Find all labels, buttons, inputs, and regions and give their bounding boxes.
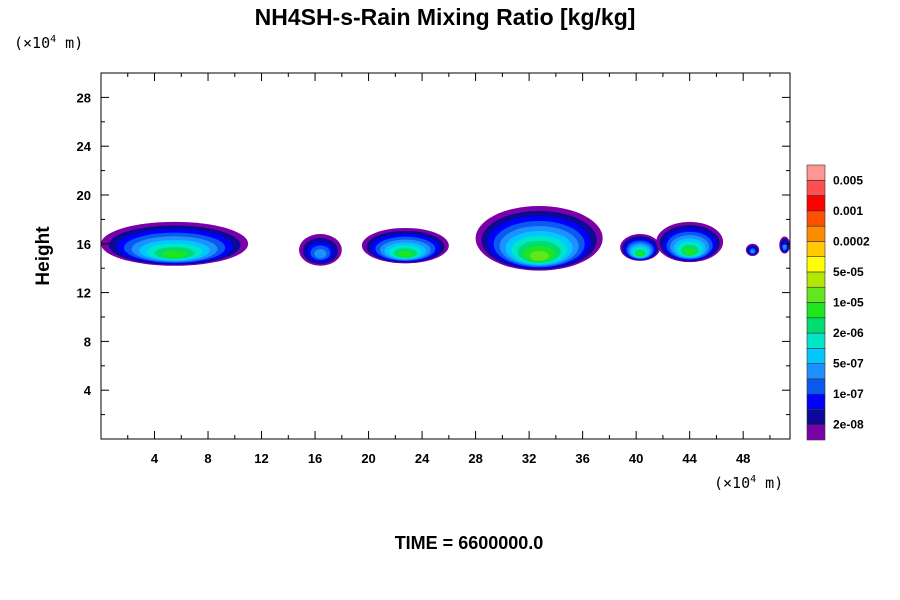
contour-level — [162, 250, 187, 259]
colorbar-swatch — [806, 210, 826, 227]
svg-text:(×104 m): (×104 m) — [14, 34, 83, 52]
svg-text:(×104 m): (×104 m) — [714, 474, 783, 492]
colorbar-swatch — [806, 393, 826, 410]
colorbar-swatch — [806, 409, 826, 426]
colorbar-label: 0.005 — [833, 173, 863, 187]
contour-level — [636, 251, 644, 257]
colorbar-label: 0.0002 — [833, 234, 870, 248]
x-tick-label: 12 — [254, 451, 268, 466]
x-tick-label: 20 — [361, 451, 375, 466]
colorbar-swatch — [806, 164, 826, 181]
x-axis: 4 8 12 16 20 24 28 32 36 40 44 48 — [127, 73, 771, 466]
y-unit-label: (×104 m) — [14, 34, 83, 52]
colorbar-swatch — [806, 424, 826, 441]
contour-blob — [779, 236, 790, 254]
y-tick-label: 24 — [77, 139, 92, 154]
colorbar: 2e-08 1e-07 5e-07 2e-06 1e-05 5e-05 0.0002 0.00… — [806, 164, 870, 441]
colorbar-swatch — [806, 302, 826, 319]
x-tick-label: 4 — [151, 451, 159, 466]
colorbar-label: 2e-08 — [833, 418, 864, 432]
x-tick-label: 40 — [629, 451, 643, 466]
colorbar-swatch — [806, 179, 826, 196]
colorbar-label: 1e-07 — [833, 387, 864, 401]
x-tick-label: 28 — [468, 451, 482, 466]
colorbar-swatch — [806, 195, 826, 212]
colorbar-swatch — [806, 241, 826, 257]
time-label: TIME = 6600000.0 — [395, 533, 544, 553]
contour-blob — [361, 227, 449, 264]
contour-level — [314, 249, 327, 259]
contour-blob — [299, 234, 342, 266]
y-tick-label: 12 — [77, 286, 91, 301]
plot-frame — [100, 72, 791, 440]
colorbar-label: 2e-06 — [833, 326, 864, 340]
y-tick-label: 4 — [84, 383, 92, 398]
colorbar-swatch — [806, 378, 826, 395]
x-tick-label: 44 — [682, 451, 697, 466]
contour-level — [398, 251, 413, 258]
contour-blob — [475, 205, 603, 271]
contour-level — [783, 244, 787, 250]
x-tick-label: 8 — [204, 451, 211, 466]
x-tick-label: 36 — [575, 451, 589, 466]
y-tick-label: 20 — [77, 188, 91, 203]
contour-level — [529, 250, 549, 261]
colorbar-label: 5e-05 — [833, 265, 864, 279]
x-tick-label: 24 — [415, 451, 430, 466]
x-tick-label: 16 — [308, 451, 322, 466]
colorbar-label: 5e-07 — [833, 357, 864, 371]
contour-level — [750, 249, 755, 254]
contour-blob — [101, 221, 249, 266]
y-tick-label: 8 — [84, 334, 91, 349]
y-axis: 4 8 12 16 20 24 28 — [77, 90, 790, 416]
contour-blob — [745, 243, 760, 256]
colorbar-label: 0.001 — [833, 204, 863, 218]
x-tick-label: 48 — [736, 451, 750, 466]
contour-blob — [620, 234, 661, 261]
colorbar-swatch — [806, 348, 826, 364]
y-tick-label: 28 — [77, 90, 91, 105]
contour-field — [101, 205, 790, 271]
y-axis-label: Height — [33, 226, 54, 286]
colorbar-swatch — [806, 271, 826, 288]
colorbar-swatch — [806, 332, 826, 349]
colorbar-label: 1e-05 — [833, 296, 864, 310]
y-tick-label: 16 — [77, 237, 91, 252]
colorbar-swatch — [806, 286, 826, 303]
chart-title: NH4SH-s-Rain Mixing Ratio [kg/kg] — [255, 4, 636, 30]
colorbar-swatch — [806, 256, 826, 273]
x-unit-label: (×104 m) — [714, 474, 783, 492]
colorbar-swatch — [806, 363, 826, 380]
colorbar-swatch — [806, 225, 826, 242]
x-tick-label: 32 — [522, 451, 536, 466]
contour-blob — [656, 221, 724, 263]
contour-level — [684, 248, 696, 255]
colorbar-swatch — [806, 317, 826, 334]
